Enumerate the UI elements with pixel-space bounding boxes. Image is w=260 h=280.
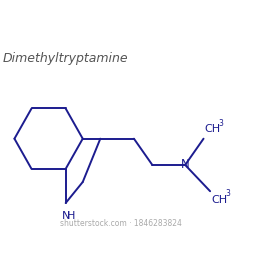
Text: 3: 3: [218, 119, 223, 128]
Text: CH: CH: [211, 195, 228, 205]
Text: CH: CH: [205, 124, 221, 134]
Text: shutterstock.com · 1846283824: shutterstock.com · 1846283824: [60, 219, 182, 228]
Text: Dimethyltryptamine: Dimethyltryptamine: [3, 52, 128, 65]
Text: 3: 3: [225, 189, 230, 198]
Text: N: N: [181, 158, 190, 171]
Text: H: H: [67, 211, 76, 221]
Text: N: N: [61, 211, 70, 221]
